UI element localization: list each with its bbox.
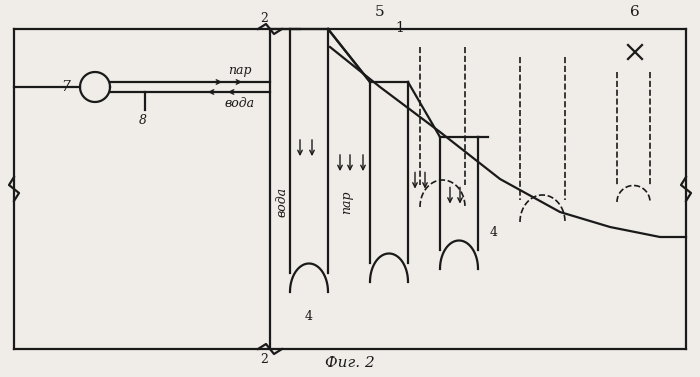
Text: 7: 7 — [61, 80, 70, 94]
Text: Фиг. 2: Фиг. 2 — [325, 356, 375, 370]
Text: 2: 2 — [260, 12, 268, 25]
Text: 1: 1 — [395, 21, 405, 35]
Text: 8: 8 — [139, 114, 147, 127]
Text: пар: пар — [340, 190, 354, 214]
Text: 6: 6 — [630, 5, 640, 19]
Text: 2: 2 — [260, 353, 268, 366]
Text: 4: 4 — [490, 225, 498, 239]
Text: 4: 4 — [305, 310, 313, 323]
Text: вода: вода — [276, 187, 288, 217]
Text: вода: вода — [225, 97, 255, 110]
Text: 5: 5 — [375, 5, 385, 19]
Text: пар: пар — [228, 64, 252, 77]
